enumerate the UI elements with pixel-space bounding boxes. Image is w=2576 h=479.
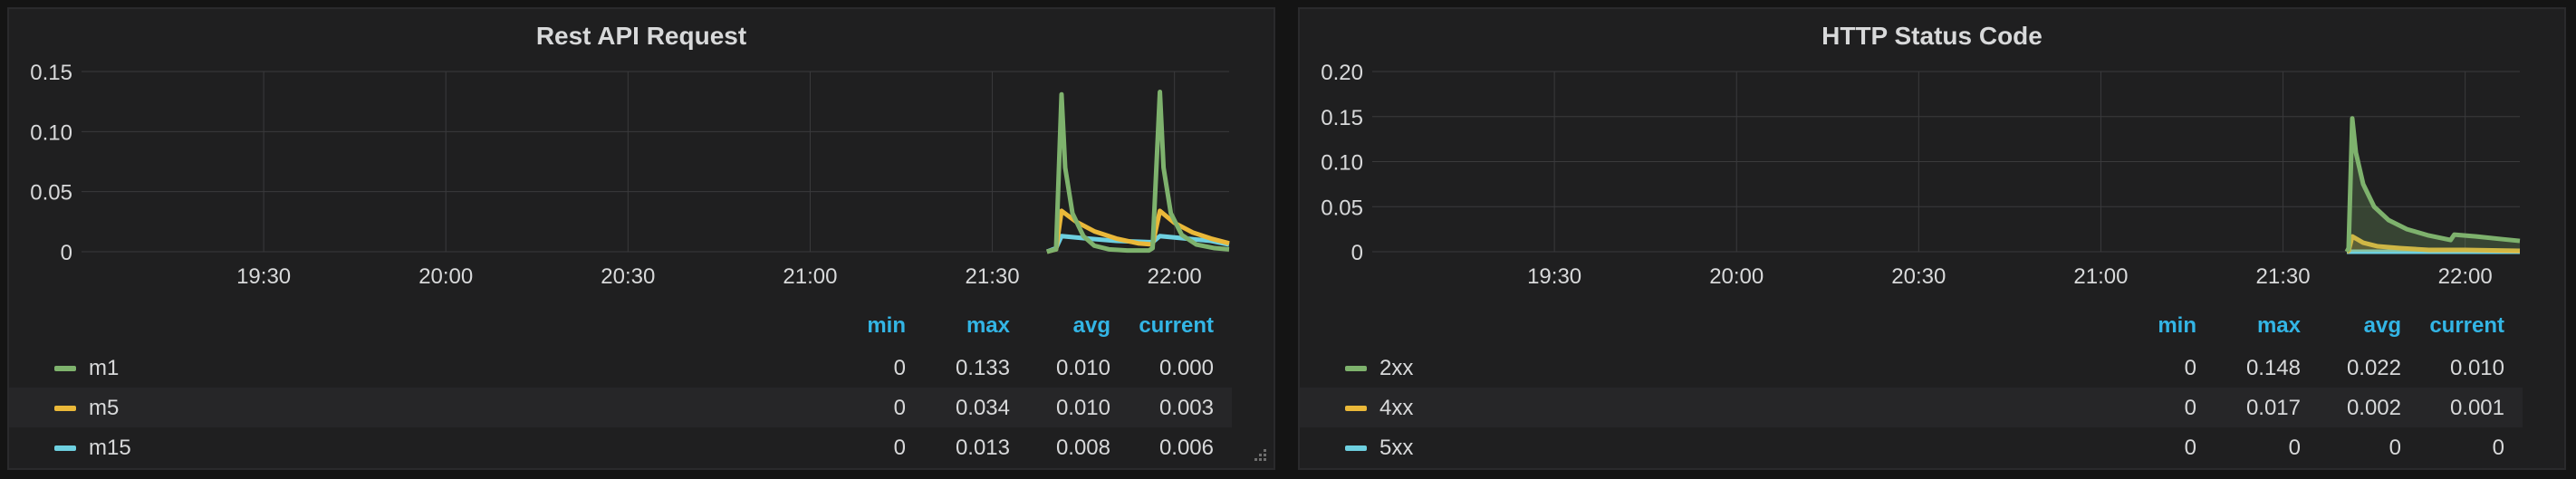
legend-value-current: 0 [2492, 436, 2504, 460]
legend-value-min: 0 [893, 356, 906, 380]
panel-rest-api-request: Rest API Request 0 0.05 0.10 0.15 19:30 20:00… [7, 7, 1275, 470]
legend-value-avg: 0.010 [1055, 356, 1110, 380]
legend-value-max: 0 [2288, 436, 2301, 460]
series-name[interactable]: m15 [89, 436, 131, 460]
series-area-2xx [2346, 118, 2520, 252]
legend-value-avg: 0.008 [1055, 436, 1110, 460]
legend-header: min max avg current [1300, 313, 2564, 344]
series-name[interactable]: m1 [89, 356, 120, 380]
series-name[interactable]: 5xx [1379, 436, 1414, 460]
legend-value-min: 0 [2184, 396, 2196, 420]
panel-title[interactable]: Rest API Request [535, 22, 747, 50]
legend-row-m1[interactable]: m1 0 0.133 0.010 0.000 [9, 348, 1232, 388]
y-tick-label: 0 [1351, 241, 1363, 265]
legend-col-current[interactable]: current [1139, 313, 1214, 338]
series-color-swatch[interactable] [1345, 366, 1367, 371]
resize-handle-icon[interactable] [1248, 443, 1268, 463]
x-tick-label: 21:00 [2073, 264, 2128, 289]
series-color-swatch[interactable] [54, 445, 76, 451]
legend-value-min: 0 [893, 436, 906, 460]
series-color-swatch[interactable] [54, 406, 76, 411]
legend-col-avg[interactable]: avg [2363, 313, 2401, 338]
panel-title[interactable]: HTTP Status Code [1821, 22, 2043, 50]
legend-col-max[interactable]: max [2256, 313, 2301, 338]
series-line-2xx[interactable] [2344, 116, 2521, 254]
y-tick-label: 0.10 [1321, 151, 1363, 176]
x-tick-label: 21:00 [783, 264, 837, 289]
legend-value-avg: 0.022 [2346, 356, 2401, 380]
series-color-swatch[interactable] [1345, 445, 1367, 451]
legend-value-max: 0.148 [2245, 356, 2301, 380]
legend-value-avg: 0.010 [1055, 396, 1110, 420]
x-tick-label: 22:00 [2438, 264, 2493, 289]
legend-row-2xx[interactable]: 2xx 0 0.148 0.022 0.010 [1300, 348, 2523, 388]
legend-col-avg[interactable]: avg [1072, 313, 1110, 338]
legend-value-avg: 0.002 [2346, 396, 2401, 420]
x-tick-label: 20:30 [601, 264, 655, 289]
series-color-swatch[interactable] [1345, 406, 1367, 411]
legend-value-current: 0.006 [1158, 436, 1214, 460]
y-tick-label: 0.20 [1321, 61, 1363, 85]
legend-value-current: 0.003 [1158, 396, 1214, 420]
legend-value-current: 0.001 [2449, 396, 2504, 420]
x-tick-label: 19:30 [1527, 264, 1581, 289]
y-tick-label: 0.15 [30, 61, 72, 85]
graph[interactable]: 0 0.05 0.10 0.15 19:30 20:00 20:30 21:00 21:30 22… [9, 9, 1274, 468]
legend-value-min: 0 [2184, 356, 2196, 380]
y-tick-label: 0.05 [30, 181, 72, 206]
x-tick-label: 20:00 [1709, 264, 1764, 289]
legend-value-current: 0.000 [1158, 356, 1214, 380]
legend-row-4xx[interactable]: 4xx 0 0.017 0.002 0.001 [1300, 388, 2523, 427]
x-tick-label: 19:30 [236, 264, 291, 289]
legend-value-max: 0.133 [955, 356, 1010, 380]
series-color-swatch[interactable] [54, 366, 76, 371]
legend-col-max[interactable]: max [966, 313, 1010, 338]
series-name[interactable]: 2xx [1379, 356, 1414, 380]
panel-http-status-code: HTTP Status Code 0 0.05 0.10 0.15 0.20 19:30 2… [1298, 7, 2566, 470]
y-tick-label: 0.10 [30, 120, 72, 145]
legend-col-min[interactable]: min [867, 313, 906, 338]
legend-row-m15[interactable]: m15 0 0.013 0.008 0.006 [9, 427, 1232, 467]
legend-value-min: 0 [2184, 436, 2196, 460]
legend-header: min max avg current [9, 313, 1274, 344]
legend-row-m5[interactable]: m5 0 0.034 0.010 0.003 [9, 388, 1232, 427]
legend-value-avg: 0 [2389, 436, 2401, 460]
series-line-m1[interactable] [1046, 90, 1230, 254]
series-line-m5[interactable] [1046, 208, 1230, 254]
graph[interactable]: 0 0.05 0.10 0.15 0.20 19:30 20:00 20:30 21:00 21:… [1300, 9, 2564, 468]
x-tick-label: 20:30 [1891, 264, 1946, 289]
legend-value-max: 0.034 [955, 396, 1010, 420]
y-tick-label: 0 [61, 241, 72, 265]
legend-value-max: 0.017 [2245, 396, 2301, 420]
legend-col-min[interactable]: min [2158, 313, 2196, 338]
y-tick-label: 0.15 [1321, 106, 1363, 130]
x-tick-label: 21:30 [966, 264, 1020, 289]
y-tick-label: 0.05 [1321, 196, 1363, 220]
x-tick-label: 22:00 [1148, 264, 1202, 289]
legend-value-current: 0.010 [2449, 356, 2504, 380]
series-name[interactable]: m5 [89, 396, 120, 420]
x-tick-label: 21:30 [2256, 264, 2311, 289]
legend-value-min: 0 [893, 396, 906, 420]
legend-row-5xx[interactable]: 5xx 0 0 0 0 [1300, 427, 2523, 467]
series-name[interactable]: 4xx [1379, 396, 1414, 420]
legend-value-max: 0.013 [955, 436, 1010, 460]
legend-col-current[interactable]: current [2429, 313, 2504, 338]
x-tick-label: 20:00 [418, 264, 473, 289]
